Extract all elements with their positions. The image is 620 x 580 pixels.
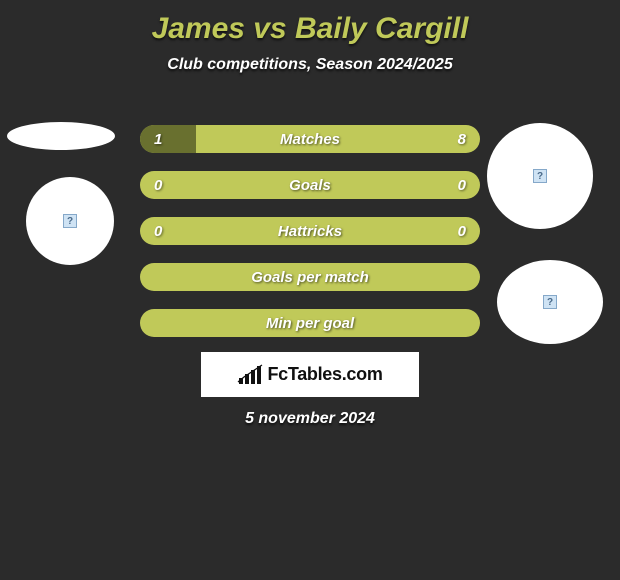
player-right-avatar-circle-bottom: ?: [497, 260, 603, 344]
date-label: 5 november 2024: [0, 410, 620, 428]
bar-goals-right-value: 0: [458, 171, 466, 199]
bar-matches: 1 Matches 8: [140, 125, 480, 153]
bar-hattricks: 0 Hattricks 0: [140, 217, 480, 245]
watermark-text: FcTables.com: [267, 364, 382, 385]
page-subtitle: Club competitions, Season 2024/2025: [0, 56, 620, 74]
player-left-avatar-circle: ?: [26, 177, 114, 265]
page-title: James vs Baily Cargill: [0, 0, 620, 46]
bar-hattricks-label: Hattricks: [140, 217, 480, 245]
bar-goals: 0 Goals 0: [140, 171, 480, 199]
bar-gpm-label: Goals per match: [140, 263, 480, 291]
bar-goals-per-match: Goals per match: [140, 263, 480, 291]
comparison-bars: 1 Matches 8 0 Goals 0 0 Hattricks 0 Goal…: [140, 125, 480, 355]
image-placeholder-icon: ?: [533, 169, 547, 183]
bars-chart-icon: [237, 364, 263, 386]
watermark: FcTables.com: [201, 352, 419, 397]
player-right-avatar-circle-top: ?: [487, 123, 593, 229]
image-placeholder-icon: ?: [543, 295, 557, 309]
bar-matches-label: Matches: [140, 125, 480, 153]
bar-goals-label: Goals: [140, 171, 480, 199]
bar-mpg-label: Min per goal: [140, 309, 480, 337]
decoration-ellipse-top-left: [7, 122, 115, 150]
bar-hattricks-right-value: 0: [458, 217, 466, 245]
image-placeholder-icon: ?: [63, 214, 77, 228]
bar-matches-right-value: 8: [458, 125, 466, 153]
bar-min-per-goal: Min per goal: [140, 309, 480, 337]
